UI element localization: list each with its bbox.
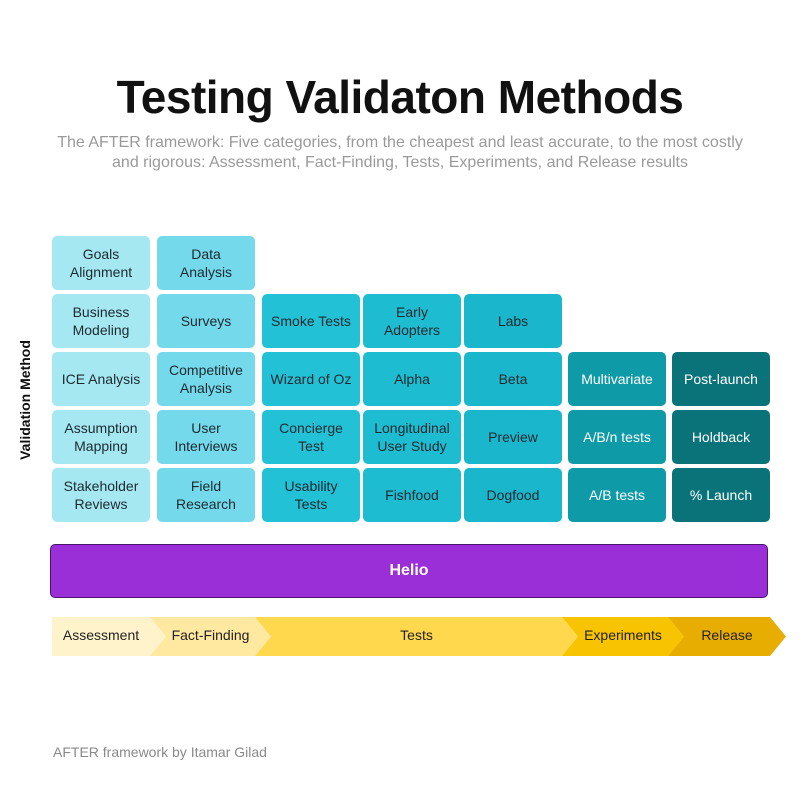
method-cell: Longitudinal User Study bbox=[363, 410, 461, 464]
category-arrow bbox=[52, 617, 166, 656]
category-label: Tests bbox=[400, 627, 433, 643]
axis-label: Validation Method bbox=[17, 340, 33, 460]
method-cell: A/B/n tests bbox=[568, 410, 666, 464]
method-cell: Fishfood bbox=[363, 468, 461, 522]
method-cell: Holdback bbox=[672, 410, 770, 464]
method-cell: Early Adopters bbox=[363, 294, 461, 348]
method-cell: Smoke Tests bbox=[262, 294, 360, 348]
method-cell: Competitive Analysis bbox=[157, 352, 255, 406]
category-label: Release bbox=[701, 627, 753, 643]
method-cell: % Launch bbox=[672, 468, 770, 522]
title: Testing Validaton Methods bbox=[116, 71, 684, 123]
method-cell: Post-launch bbox=[672, 352, 770, 406]
method-cell: Surveys bbox=[157, 294, 255, 348]
category-arrow bbox=[668, 617, 786, 656]
method-cell: User Interviews bbox=[157, 410, 255, 464]
method-cell: Multivariate bbox=[568, 352, 666, 406]
method-cell: Goals Alignment bbox=[52, 236, 150, 290]
method-cell: Concierge Test bbox=[262, 410, 360, 464]
method-cell: Field Research bbox=[157, 468, 255, 522]
helio-bar: Helio bbox=[50, 544, 768, 598]
method-cell: ICE Analysis bbox=[52, 352, 150, 406]
method-cell: Dogfood bbox=[464, 468, 562, 522]
method-cell: Beta bbox=[464, 352, 562, 406]
category-arrows: Assessment Fact-Finding Tests Experiments Re… bbox=[52, 617, 786, 656]
category-label: Fact-Finding bbox=[172, 627, 250, 643]
subtitle: The AFTER framework: Five categories, fr… bbox=[57, 134, 743, 171]
method-cell: Stakeholder Reviews bbox=[52, 468, 150, 522]
method-cell: Preview bbox=[464, 410, 562, 464]
category-arrow bbox=[255, 617, 578, 656]
method-cell: Assumption Mapping bbox=[52, 410, 150, 464]
method-cell: Labs bbox=[464, 294, 562, 348]
category-label: Experiments bbox=[584, 627, 662, 643]
method-cell: A/B tests bbox=[568, 468, 666, 522]
method-cell: Wizard of Oz bbox=[262, 352, 360, 406]
method-cell: Alpha bbox=[363, 352, 461, 406]
category-arrow bbox=[562, 617, 684, 656]
method-cell: Data Analysis bbox=[157, 236, 255, 290]
footer: AFTER framework by Itamar Gilad bbox=[53, 744, 267, 760]
category-label: Assessment bbox=[63, 627, 139, 643]
method-cell: Business Modeling bbox=[52, 294, 150, 348]
method-cell: Usability Tests bbox=[262, 468, 360, 522]
category-arrow bbox=[150, 617, 271, 656]
